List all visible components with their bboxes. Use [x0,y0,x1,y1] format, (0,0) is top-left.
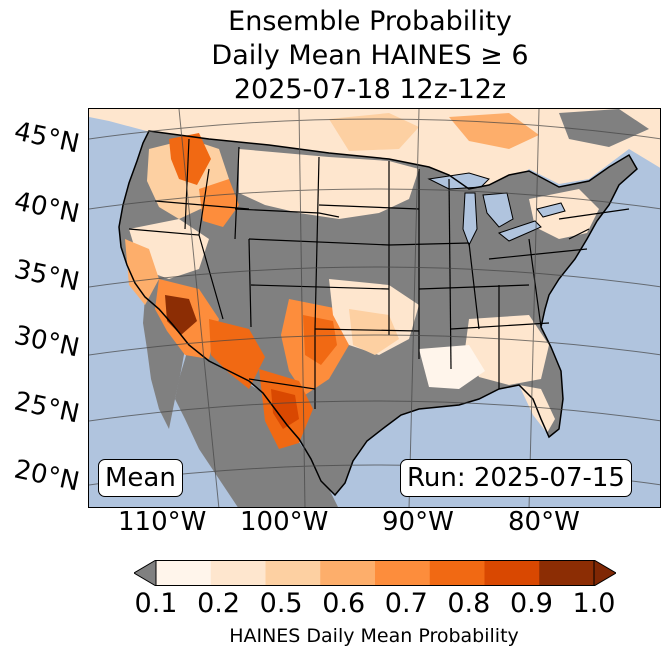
colorbar-tick-labels: 0.1 0.2 0.5 0.6 0.7 0.8 0.9 1.0 [0,588,671,622]
probability-patch-west-texas-high [271,389,299,429]
map-canvas [89,109,660,507]
colorbar-tick-label: 0.8 [447,588,491,619]
colorbar-tick-label: 0.6 [322,588,366,619]
colorbar-tick-label: 0.7 [384,588,428,619]
probability-patch-northeast [529,189,599,239]
lon-label-80w: 80°W [508,507,580,537]
probability-patch-southwest [209,319,265,389]
colorbar-svg [133,559,617,587]
probability-patch-northwest-high [169,133,211,185]
probability-patch-texas-high [303,315,337,365]
colorbar-segment [484,560,540,586]
lake-superior [427,172,490,190]
colorbar-tick-label: 0.9 [509,588,553,619]
probability-patch-california [125,239,159,305]
map-title-line-2: Daily Mean HAINES ≥ 6 [211,40,529,71]
colorbar [133,559,617,587]
lon-label-100w: 100°W [240,507,329,537]
colorbar-segment [375,560,431,586]
colorbar-segment [156,560,212,586]
colorbar-tick-label: 0.5 [259,588,303,619]
probability-patch-northern-plains [239,149,419,219]
lon-label-90w: 90°W [382,507,454,537]
colorbar-segment [429,560,485,586]
colorbar-tick-label: 1.0 [572,588,616,619]
canada-gray-patch [559,109,649,147]
colorbar-segment [210,560,266,586]
lon-label-110w: 110°W [118,507,207,537]
colorbar-outline [155,560,595,586]
conus-coastline [118,130,638,497]
colorbar-under-arrow [133,559,157,587]
probability-patch-idaho [199,179,239,227]
canada-orange-patch [449,113,539,149]
graticule [89,109,660,507]
state-boundaries [128,138,630,409]
colorbar-segment [539,560,595,586]
lat-label-45: 45°N [11,116,82,160]
lat-label-40: 40°N [11,186,82,230]
lat-label-35: 35°N [11,254,82,298]
run-date-label: Run: 2025-07-15 [400,459,632,497]
lat-label-25: 25°N [11,386,82,430]
colorbar-over-arrow [593,559,617,587]
map-panel [88,108,661,508]
colorbar-segment [265,560,321,586]
probability-patch-oklahoma [349,309,399,355]
colorbar-tick-label: 0.1 [134,588,178,619]
colorbar-segment [320,560,376,586]
map-title-line-1: Ensemble Probability [228,6,512,37]
lake-michigan [462,192,478,247]
statistic-label: Mean [98,459,183,497]
lake-ontario [536,202,566,218]
colorbar-segments [156,560,595,586]
lat-label-20: 20°N [11,454,82,498]
colorbar-title: HAINES Daily Mean Probability [229,625,519,647]
colorbar-tick-label: 0.2 [197,588,241,619]
map-title-line-3: 2025-07-18 12z-12z [233,74,507,105]
lat-label-30: 30°N [11,320,82,364]
lake-erie [497,220,542,242]
probability-patch-southeast [465,315,549,385]
canada-orange-patch [329,113,419,151]
probability-patch-gulf-coast [419,345,485,389]
